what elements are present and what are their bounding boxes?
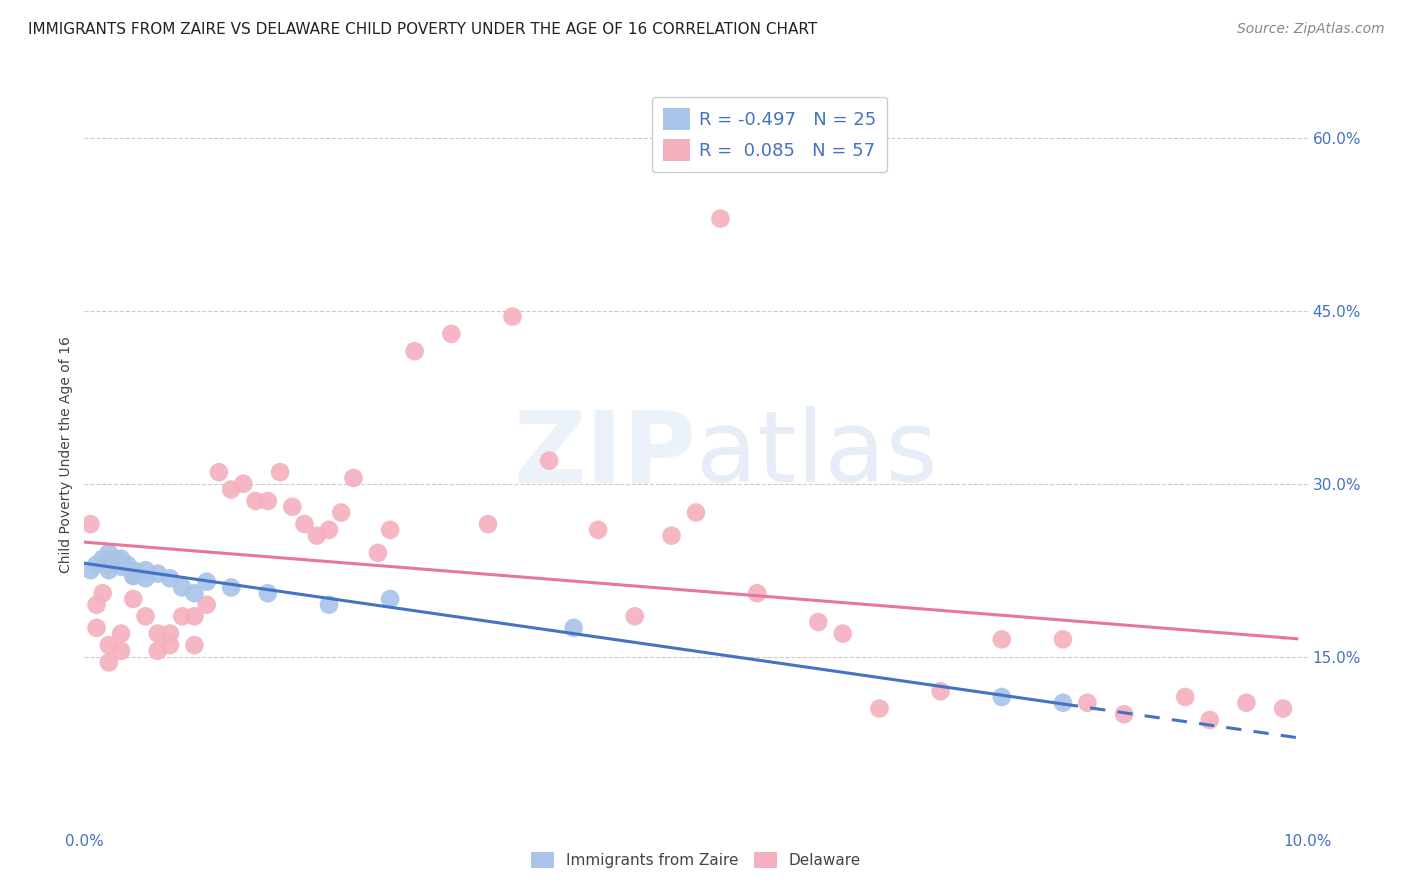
Point [269,465,291,479]
Point [104,551,127,566]
Point [661,528,683,542]
Point [318,598,340,612]
Point [342,471,364,485]
Point [172,581,194,595]
Point [685,506,707,520]
Point [110,644,132,658]
Text: ZIP: ZIP [513,407,696,503]
Text: IMMIGRANTS FROM ZAIRE VS DELAWARE CHILD POVERTY UNDER THE AGE OF 16 CORRELATION : IMMIGRANTS FROM ZAIRE VS DELAWARE CHILD … [28,22,817,37]
Point [330,506,353,520]
Point [183,586,205,600]
Point [305,528,328,542]
Point [135,609,157,624]
Point [807,615,830,629]
Point [183,638,205,652]
Point [79,563,101,577]
Point [146,626,169,640]
Point [159,638,181,652]
Point [1236,696,1258,710]
Point [562,621,585,635]
Point [115,558,138,572]
Point [1114,707,1136,722]
Point [380,523,402,537]
Point [91,551,114,566]
Text: atlas: atlas [696,407,938,503]
Point [257,586,280,600]
Point [281,500,304,514]
Point [991,690,1014,704]
Point [929,684,952,698]
Point [97,558,120,572]
Point [135,563,157,577]
Point [318,523,340,537]
Point [122,592,145,607]
Point [538,453,561,467]
Point [86,558,108,572]
Point [195,598,218,612]
Point [245,494,267,508]
Point [1052,696,1074,710]
Legend: Immigrants from Zaire, Delaware: Immigrants from Zaire, Delaware [524,847,868,874]
Point [709,211,731,226]
Point [502,310,524,324]
Point [97,546,120,560]
Point [1174,690,1197,704]
Point [440,326,463,341]
Point [86,598,108,612]
Point [97,656,120,670]
Point [172,609,194,624]
Point [747,586,769,600]
Point [624,609,647,624]
Point [122,569,145,583]
Y-axis label: Child Poverty Under the Age of 16: Child Poverty Under the Age of 16 [59,336,73,574]
Point [79,517,101,532]
Point [380,592,402,607]
Point [219,483,242,497]
Point [97,563,120,577]
Point [991,632,1014,647]
Point [404,344,426,359]
Point [122,563,145,577]
Point [110,626,132,640]
Point [1052,632,1074,647]
Point [159,626,181,640]
Point [869,701,891,715]
Point [477,517,499,532]
Point [1272,701,1295,715]
Text: Source: ZipAtlas.com: Source: ZipAtlas.com [1237,22,1385,37]
Point [367,546,389,560]
Point [146,566,169,581]
Point [294,517,316,532]
Point [122,569,145,583]
Point [1076,696,1098,710]
Point [97,638,120,652]
Point [1198,713,1220,727]
Point [208,465,231,479]
Point [91,586,114,600]
Point [159,571,181,585]
Point [183,609,205,624]
Point [110,559,132,574]
Point [232,476,254,491]
Point [86,621,108,635]
Point [831,626,853,640]
Point [110,551,132,566]
Point [135,571,157,585]
Point [219,581,242,595]
Point [586,523,609,537]
Point [146,644,169,658]
Point [195,574,218,589]
Point [257,494,280,508]
